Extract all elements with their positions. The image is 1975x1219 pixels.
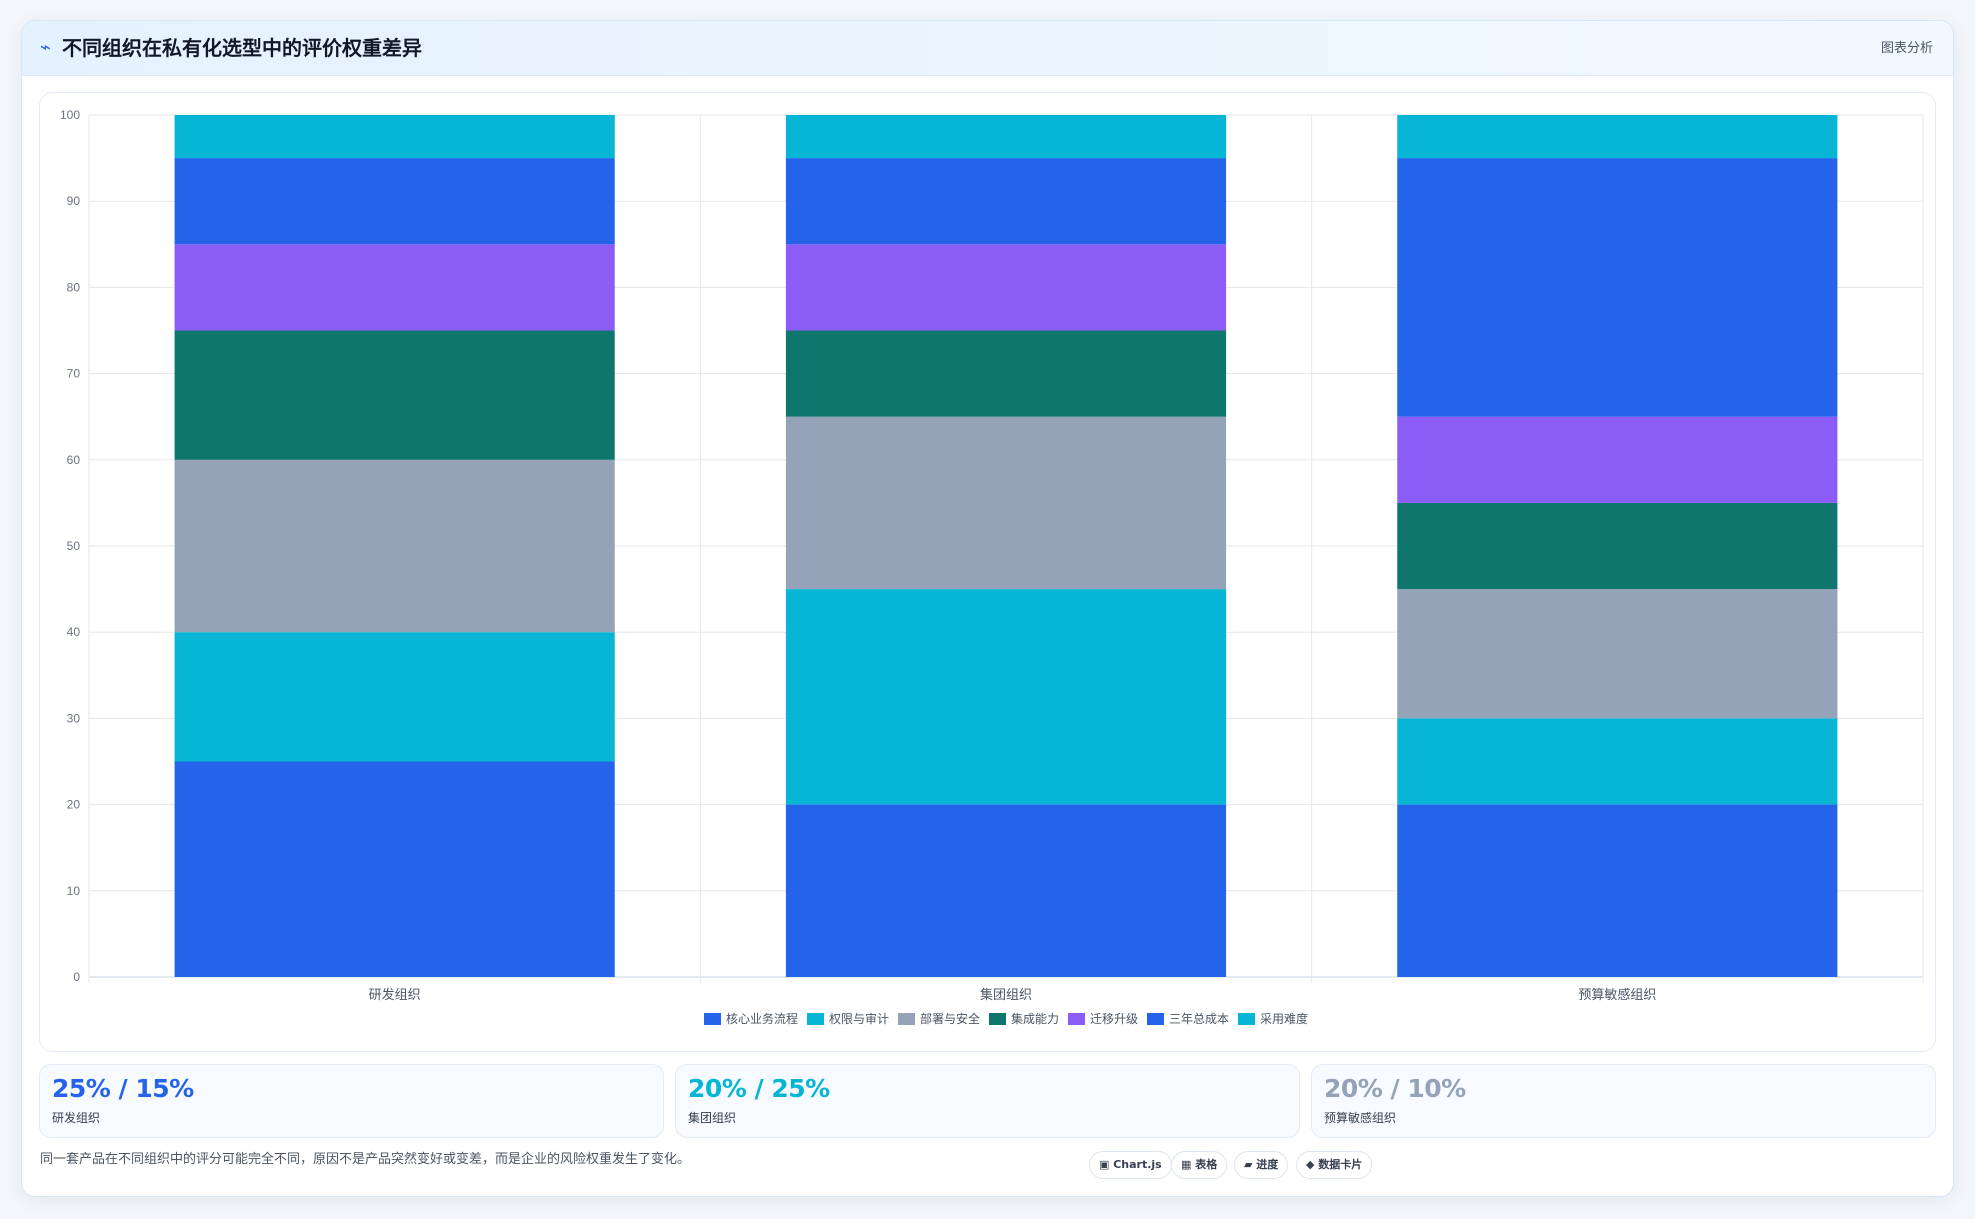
y-tick-label: 90 xyxy=(67,194,81,208)
x-tick-label: 预算敏感组织 xyxy=(1578,987,1656,1002)
x-tick-label: 集团组织 xyxy=(980,987,1032,1002)
y-tick-label: 80 xyxy=(67,280,81,294)
bar-segment xyxy=(174,244,615,331)
chart-panel: ⌁ 不同组织在私有化选型中的评价权重差异 图表分析 0 10 20 30 40 50 60 7… xyxy=(21,20,1954,1197)
bar-segment xyxy=(1397,718,1838,805)
y-tick-label: 0 xyxy=(73,970,80,984)
chart-card: 0 10 20 30 40 50 60 70 80 90 100 研发组织 集团组织 预算敏感组织核心业务… xyxy=(39,92,1936,1052)
bar-segment xyxy=(174,158,615,245)
bar-segment xyxy=(174,330,615,460)
y-tick-label: 10 xyxy=(67,884,81,898)
legend-label: 核心业务流程 xyxy=(726,1011,798,1026)
stacked-bar-chart: 0 10 20 30 40 50 60 70 80 90 100 研发组织 集团组织 预算敏感组织核心业务… xyxy=(60,108,1924,1026)
bar-segment xyxy=(1397,502,1838,590)
kpi-label: 预算敏感组织 xyxy=(1324,1111,1397,1125)
kpi-label: 集团组织 xyxy=(688,1111,737,1125)
legend-label: 三年总成本 xyxy=(1169,1012,1229,1026)
y-tick-label: 50 xyxy=(67,539,81,553)
bar-segment xyxy=(1397,158,1838,417)
bar-segment xyxy=(785,244,1227,331)
chip-chartjs[interactable]: ▣ Chart.js xyxy=(1089,1151,1172,1179)
chip-table[interactable]: ▦ 表格 xyxy=(1171,1151,1228,1179)
chip-data-card[interactable]: ◆ 数据卡片 xyxy=(1296,1151,1373,1179)
y-tick-label: 70 xyxy=(67,367,81,381)
trend-icon: ⌁ xyxy=(40,37,51,58)
bar-segment xyxy=(1397,115,1838,159)
y-tick-label: 100 xyxy=(60,108,80,122)
y-tick-label: 20 xyxy=(67,798,81,812)
kpi-card-budget: 20% / 10% 预算敏感组织 xyxy=(1311,1064,1936,1138)
legend-swatch xyxy=(898,1013,915,1025)
x-tick-label: 研发组织 xyxy=(369,987,421,1002)
y-tick-label: 60 xyxy=(67,453,81,467)
legend-swatch xyxy=(1238,1013,1255,1025)
legend-label: 采用难度 xyxy=(1260,1011,1308,1026)
legend-swatch xyxy=(807,1013,824,1025)
legend-label: 权限与审计 xyxy=(829,1011,889,1026)
panel-title: 不同组织在私有化选型中的评价权重差异 xyxy=(62,36,422,60)
panel-header: ⌁ 不同组织在私有化选型中的评价权重差异 图表分析 xyxy=(22,21,1953,76)
y-tick-label: 40 xyxy=(67,625,81,639)
kpi-value: 25% / 15% xyxy=(52,1074,194,1103)
kpi-value: 20% / 10% xyxy=(1324,1074,1466,1103)
bar-segment xyxy=(785,416,1227,590)
bar-segment xyxy=(785,804,1227,977)
legend-swatch xyxy=(1068,1013,1085,1025)
legend-swatch xyxy=(704,1013,721,1025)
kpi-card-rd: 25% / 15% 研发组织 xyxy=(39,1064,664,1138)
bar-segment xyxy=(174,632,615,762)
chip-progress[interactable]: ▰ 进度 xyxy=(1234,1151,1289,1179)
bar-segment xyxy=(785,330,1227,417)
bar-segment xyxy=(174,459,615,633)
bar-segment xyxy=(1397,804,1838,977)
legend-swatch xyxy=(989,1013,1006,1025)
legend-label: 部署与安全 xyxy=(920,1011,980,1026)
chart-footnote: 同一套产品在不同组织中的评分可能完全不同，原因不是产品突然变好或变差，而是企业的… xyxy=(40,1152,691,1167)
legend-label: 集成能力 xyxy=(1011,1011,1059,1026)
bar-segment xyxy=(785,158,1227,245)
bar-segment xyxy=(174,761,615,977)
kpi-card-group: 20% / 25% 集团组织 xyxy=(675,1064,1300,1138)
bar-segment xyxy=(1397,416,1838,503)
bar-segment xyxy=(1397,589,1838,719)
bar-segment xyxy=(174,115,615,159)
bar-segment xyxy=(785,115,1227,159)
y-tick-label: 30 xyxy=(67,711,81,725)
kpi-label: 研发组织 xyxy=(52,1111,101,1125)
bar-segment xyxy=(785,589,1227,805)
legend-swatch xyxy=(1147,1013,1164,1025)
chart-analysis-tag: 图表分析 xyxy=(1880,41,1933,56)
kpi-value: 20% / 25% xyxy=(688,1074,830,1103)
legend-label: 迁移升级 xyxy=(1090,1012,1138,1026)
